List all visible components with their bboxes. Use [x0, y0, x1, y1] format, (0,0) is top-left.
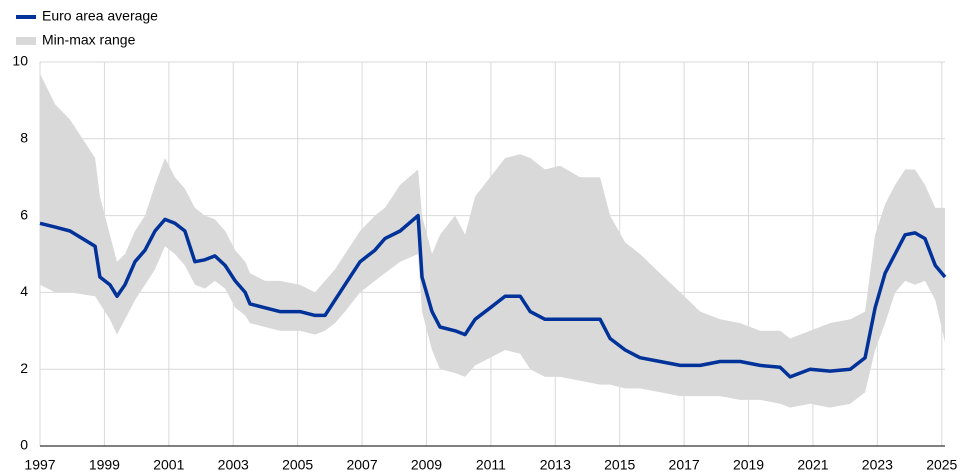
- x-tick-label: 2003: [218, 457, 249, 473]
- y-tick-label: 8: [20, 130, 28, 146]
- x-tick-label: 1997: [24, 457, 55, 473]
- x-tick-label: 2011: [476, 457, 506, 473]
- x-tick-label: 2017: [669, 457, 700, 473]
- average-line: [39, 213, 947, 379]
- range-area: [40, 73, 945, 408]
- x-tick-label: 2025: [926, 457, 957, 473]
- x-tick-label: 2001: [153, 457, 184, 473]
- x-tick-label: 1999: [89, 457, 120, 473]
- legend-swatch: [16, 37, 36, 45]
- x-tick-label: 2021: [797, 457, 828, 473]
- x-tick-label: 2019: [733, 457, 764, 473]
- x-tick-label: 2005: [282, 457, 313, 473]
- y-tick-label: 2: [20, 360, 28, 376]
- x-tick-label: 2009: [411, 457, 442, 473]
- y-tick-label: 6: [20, 206, 28, 222]
- legend-label: Min-max range: [42, 32, 136, 48]
- x-tick-label: 2007: [346, 457, 377, 473]
- x-tick-label: 2013: [540, 457, 571, 473]
- x-tick-label: 2023: [862, 457, 893, 473]
- y-tick-label: 0: [20, 437, 28, 453]
- legend-label: Euro area average: [42, 8, 158, 24]
- y-tick-label: 10: [12, 53, 28, 69]
- y-tick-label: 4: [20, 283, 28, 299]
- x-tick-label: 2015: [604, 457, 635, 473]
